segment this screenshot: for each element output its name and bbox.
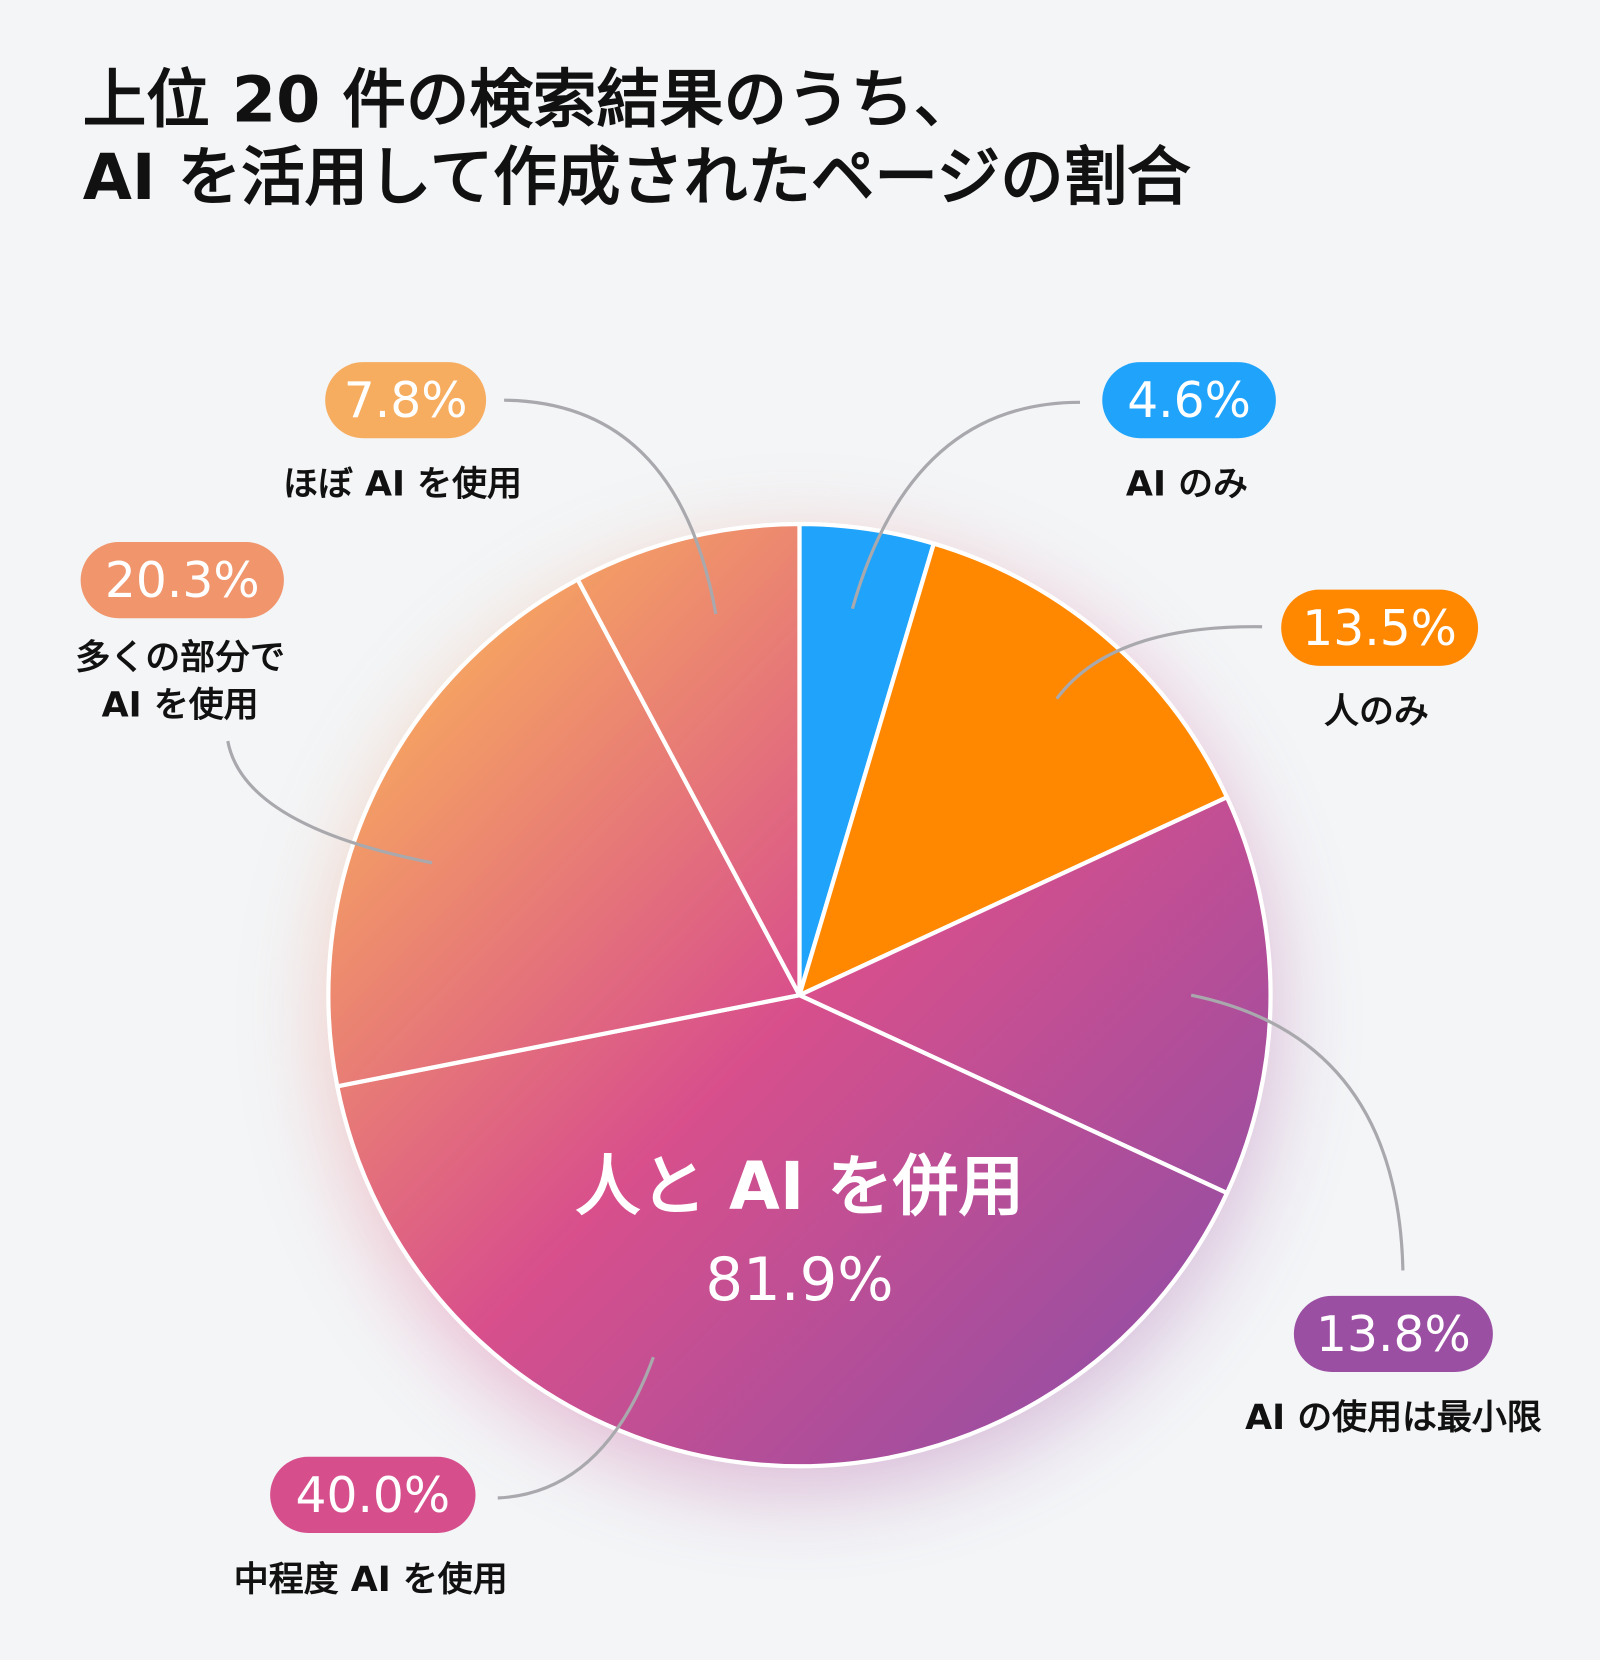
- value-moderate-ai: 40.0%: [295, 1468, 450, 1524]
- pill-almost-ai: [325, 362, 487, 439]
- group-label: 人と AI を併用: [575, 1149, 1024, 1225]
- pill-much-ai: [80, 542, 284, 619]
- leader-line-ai-only: [850, 400, 1081, 610]
- chart-title-line1: 上位 20 件の検索結果のうち、: [83, 63, 978, 137]
- pill-minimal-ai: [1293, 1295, 1493, 1373]
- pie-slice-1: [797, 541, 1230, 998]
- pie: [326, 521, 1273, 1469]
- label-much-ai-line2: AI を使用: [102, 686, 259, 726]
- leader-line-much-ai: [226, 740, 433, 865]
- value-much-ai: 20.3%: [105, 553, 260, 609]
- label-much-ai-line1: 多くの部分で: [75, 638, 285, 678]
- pie-slice-2: [797, 795, 1273, 1196]
- value-minimal-ai: 13.8%: [1316, 1307, 1471, 1363]
- pill-human-only: [1281, 589, 1479, 666]
- leader-line-moderate-ai: [497, 1356, 655, 1500]
- leader-line-human-only: [1055, 625, 1263, 700]
- label-minimal-ai: AI の使用は最小限: [1245, 1398, 1542, 1438]
- data-label-minimal-ai: 13.8% AI の使用は最小限: [1245, 1295, 1542, 1438]
- value-ai-only: 4.6%: [1127, 373, 1251, 429]
- leader-line-minimal-ai: [1190, 993, 1405, 1271]
- label-moderate-ai: 中程度 AI を使用: [234, 1560, 508, 1600]
- label-ai-only: AI のみ: [1126, 464, 1248, 504]
- group-value: 81.9%: [705, 1245, 893, 1314]
- data-label-human-only: 13.5% 人のみ: [1281, 589, 1479, 732]
- label-almost-ai: ほぼ AI を使用: [283, 464, 522, 504]
- pie-slice-4: [326, 577, 802, 1089]
- value-almost-ai: 7.8%: [344, 373, 468, 429]
- label-human-only: 人のみ: [1324, 692, 1429, 732]
- chart-title-line2: AI を活用して作成されたページの割合: [83, 140, 1191, 214]
- data-label-much-ai: 20.3% 多くの部分で AI を使用: [75, 542, 285, 726]
- data-label-almost-ai: 7.8% ほぼ AI を使用: [283, 362, 522, 504]
- pie-slice-5: [575, 521, 802, 998]
- pill-moderate-ai: [270, 1456, 476, 1533]
- value-human-only: 13.5%: [1302, 601, 1457, 657]
- data-label-ai-only: 4.6% AI のみ: [1102, 362, 1276, 504]
- leader-line-almost-ai: [504, 398, 718, 615]
- pill-ai-only: [1102, 362, 1276, 439]
- data-label-moderate-ai: 40.0% 中程度 AI を使用: [234, 1456, 508, 1600]
- pie-slice-3: [335, 993, 1230, 1469]
